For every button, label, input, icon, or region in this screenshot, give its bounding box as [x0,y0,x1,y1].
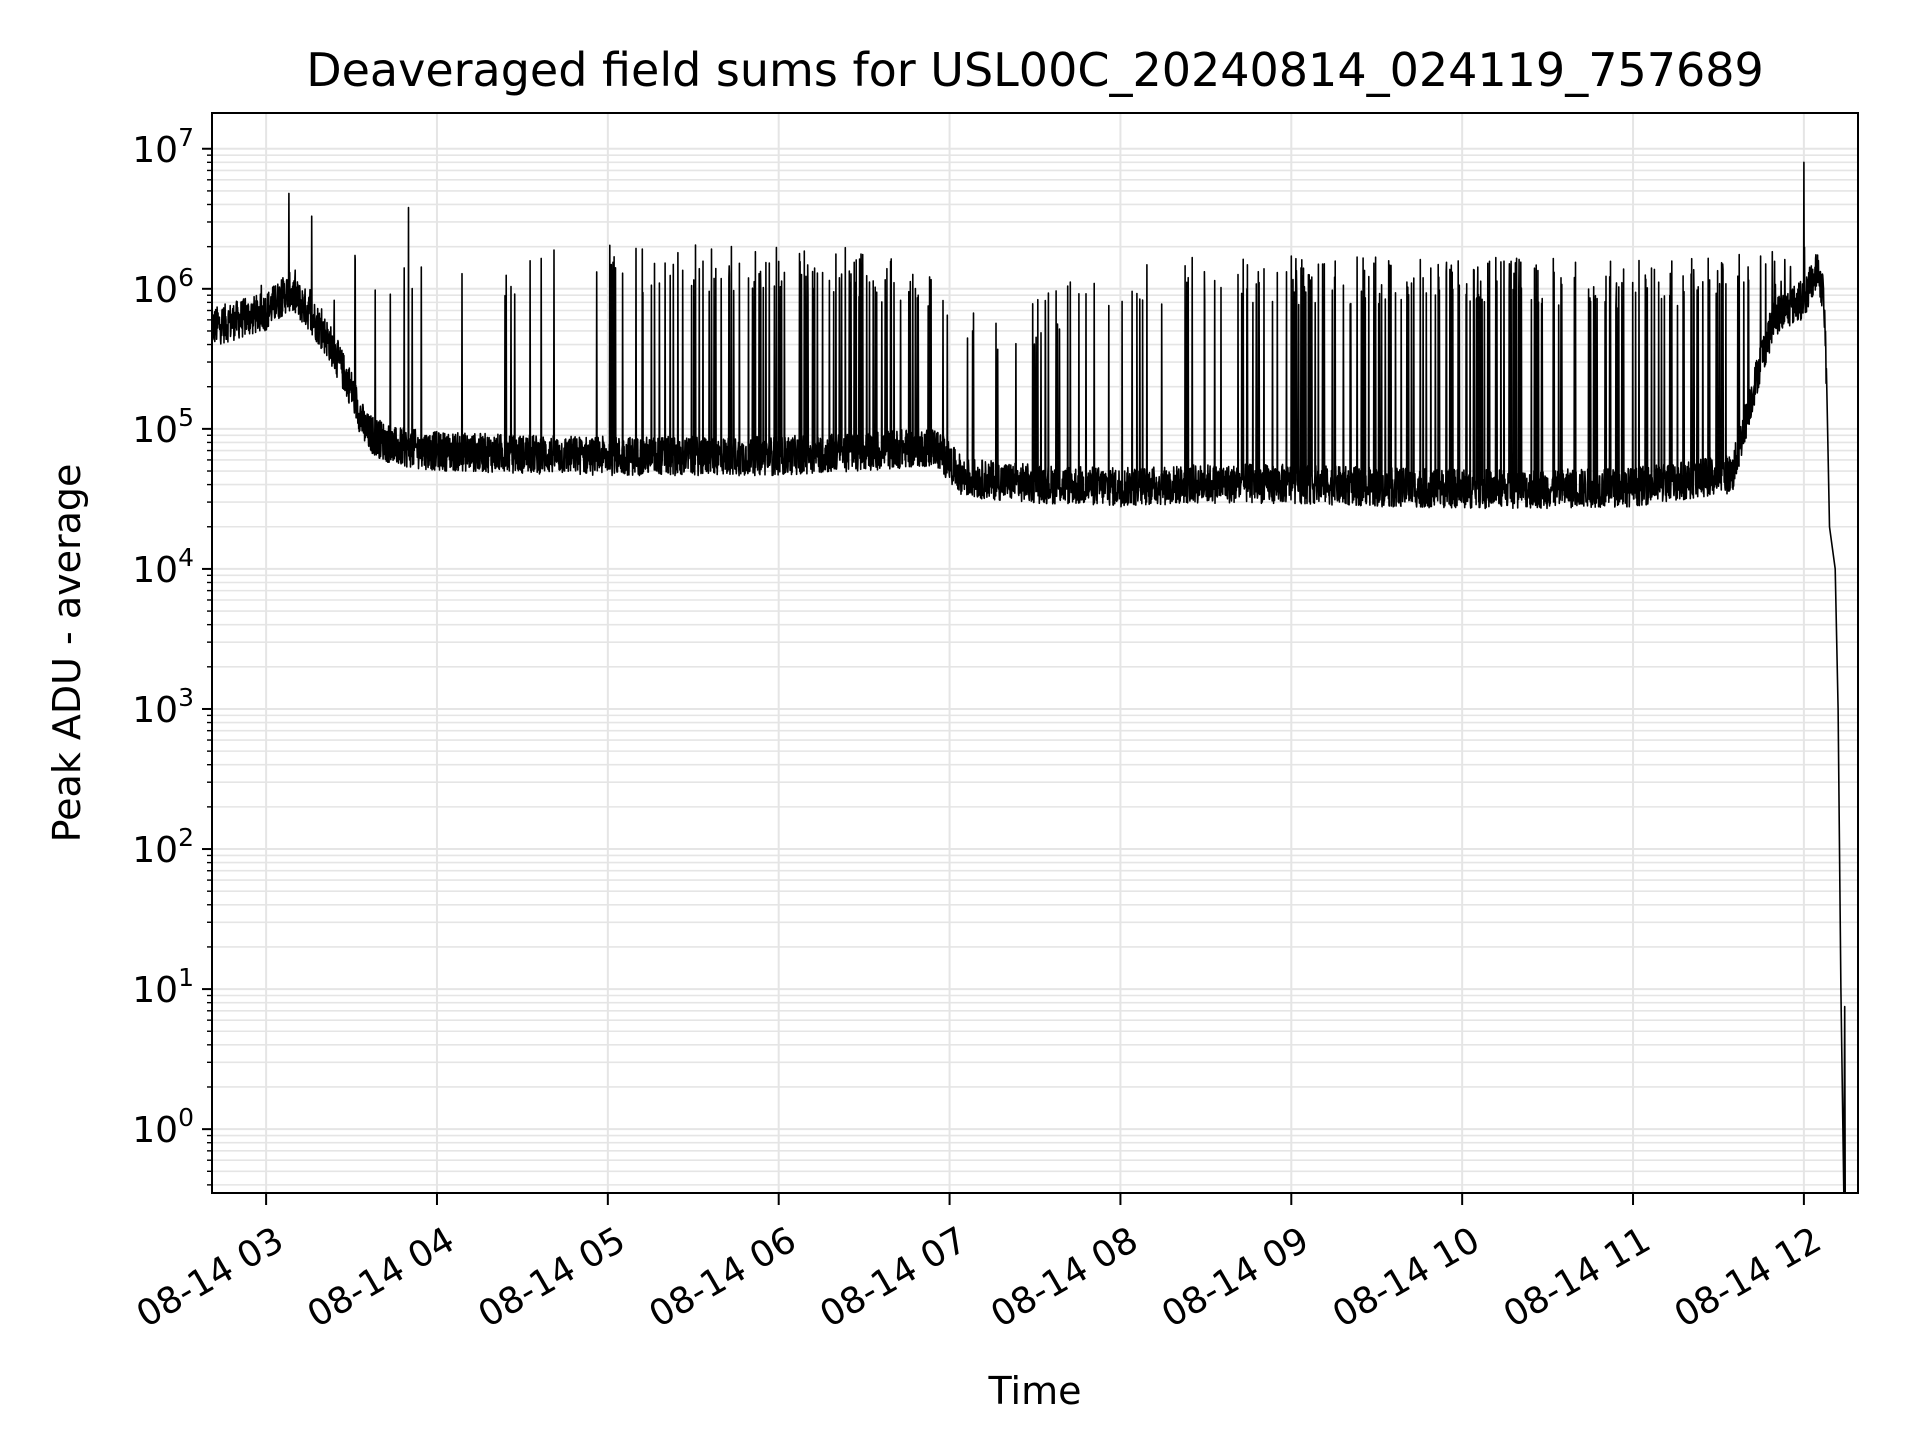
x-tick-label: 08-14 06 [643,1220,804,1336]
x-tick-label: 08-14 07 [813,1220,974,1336]
y-tick-label: 100 [132,1103,194,1151]
x-tick-label: 08-14 09 [1155,1220,1316,1336]
x-axis-label: Time [988,1369,1082,1413]
y-tick-base: 10 [132,690,178,731]
y-tick-base: 10 [132,270,178,311]
series-layer [211,161,1846,1194]
y-tick-base: 10 [132,830,178,871]
y-tick-label: 106 [132,263,194,311]
y-tick-exponent: 4 [178,543,194,572]
y-tick-exponent: 1 [178,963,194,992]
x-tick-label: 08-14 04 [301,1220,462,1336]
x-tick-label: 08-14 05 [472,1220,633,1336]
x-tick-label: 08-14 03 [130,1220,291,1336]
y-tick-label: 105 [132,403,194,451]
y-tick-label: 104 [132,543,194,591]
x-tick-label: 08-14 12 [1668,1220,1829,1336]
x-tick-label: 08-14 08 [984,1220,1145,1336]
y-tick-base: 10 [132,1110,178,1151]
y-tick-label: 102 [132,823,194,871]
x-tick-label: 08-14 10 [1326,1220,1487,1336]
series-line [211,161,1846,1194]
chart-title: Deaveraged field sums for USL00C_2024081… [306,43,1764,97]
y-axis-label: Peak ADU - average [45,464,89,843]
y-tick-exponent: 5 [178,403,194,432]
grid-layer [212,113,1858,1193]
y-tick-exponent: 0 [178,1103,194,1132]
y-tick-base: 10 [132,970,178,1011]
y-tick-exponent: 3 [178,683,194,712]
x-tick-label: 08-14 11 [1497,1220,1658,1336]
plot-frame [211,112,1859,1194]
y-tick-base: 10 [132,550,178,591]
y-tick-label: 101 [132,963,194,1011]
y-tick-base: 10 [132,410,178,451]
y-tick-base: 10 [132,130,178,171]
y-tick-label: 103 [132,683,194,731]
y-tick-exponent: 2 [178,823,194,852]
y-tick-label: 107 [132,123,194,171]
y-tick-exponent: 6 [178,263,194,292]
y-tick-exponent: 7 [178,123,194,152]
